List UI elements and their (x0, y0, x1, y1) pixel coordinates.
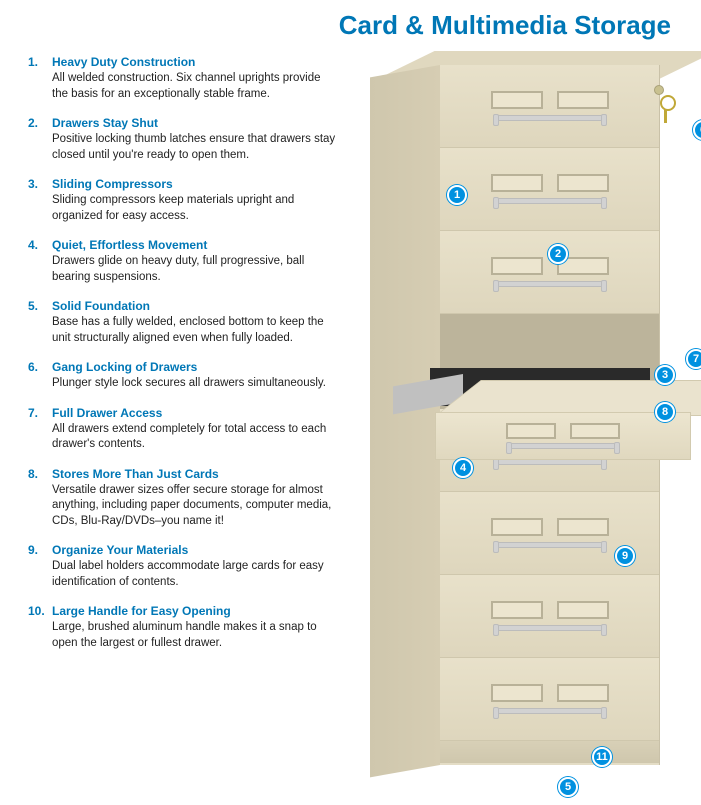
feature-number: 9. (28, 543, 52, 590)
cabinet: 12345678911 (430, 55, 660, 785)
callout-marker-1: 1 (447, 185, 467, 205)
label-holder (506, 423, 556, 439)
feature-item: 7.Full Drawer Access All drawers extend c… (28, 406, 338, 453)
feature-title: Solid Foundation (52, 299, 338, 313)
keys-icon (654, 95, 674, 125)
drawer-closed (440, 575, 659, 658)
callout-marker-6: 6 (693, 120, 701, 140)
label-holder (557, 684, 609, 702)
product-illustration: 12345678911 (360, 45, 680, 795)
feature-item: 2.Drawers Stay Shut Positive locking thum… (28, 116, 338, 163)
feature-number: 8. (28, 467, 52, 530)
feature-title: Gang Locking of Drawers (52, 360, 338, 374)
feature-number: 6. (28, 360, 52, 392)
callout-marker-4: 4 (453, 458, 473, 478)
feature-number: 7. (28, 406, 52, 453)
callout-marker-8: 8 (655, 402, 675, 422)
feature-item: 3.Sliding Compressors Sliding compressors… (28, 177, 338, 224)
feature-description: Plunger style lock secures all drawers s… (52, 376, 338, 392)
feature-title: Heavy Duty Construction (52, 55, 338, 69)
drawer-handle (495, 115, 605, 121)
callout-marker-7: 7 (686, 349, 701, 369)
drawer-handle (495, 708, 605, 714)
feature-title: Organize Your Materials (52, 543, 338, 557)
label-holder (570, 423, 620, 439)
cabinet-side (370, 65, 440, 777)
feature-number: 1. (28, 55, 52, 102)
feature-item: 8.Stores More Than Just Cards Versatile d… (28, 467, 338, 530)
page-title: Card & Multimedia Storage (339, 10, 671, 41)
label-holder (557, 174, 609, 192)
callout-marker-9: 9 (615, 546, 635, 566)
feature-title: Sliding Compressors (52, 177, 338, 191)
feature-description: Base has a fully welded, enclosed bottom… (52, 315, 338, 346)
lock-icon (654, 85, 664, 95)
drawer-closed (440, 231, 659, 314)
feature-title: Drawers Stay Shut (52, 116, 338, 130)
label-holder (491, 518, 543, 536)
drawer-closed (440, 65, 659, 148)
feature-item: 1.Heavy Duty Construction All welded cons… (28, 55, 338, 102)
drawer-handle (508, 443, 618, 449)
feature-title: Full Drawer Access (52, 406, 338, 420)
label-holder (491, 684, 543, 702)
feature-description: All welded construction. Six channel upr… (52, 71, 338, 102)
feature-description: Large, brushed aluminum handle makes it … (52, 620, 338, 651)
callout-marker-2: 2 (548, 244, 568, 264)
drawer-front-open (435, 412, 691, 460)
feature-item: 6.Gang Locking of Drawers Plunger style l… (28, 360, 338, 392)
feature-description: Sliding compressors keep materials uprig… (52, 193, 338, 224)
label-holder (557, 601, 609, 619)
feature-title: Stores More Than Just Cards (52, 467, 338, 481)
label-holder (557, 518, 609, 536)
drawer-handle (495, 198, 605, 204)
feature-number: 10. (28, 604, 52, 651)
drawer-closed (440, 148, 659, 231)
feature-number: 2. (28, 116, 52, 163)
label-holder (557, 91, 609, 109)
feature-number: 4. (28, 238, 52, 285)
drawer-handle (495, 542, 605, 548)
callout-marker-3: 3 (655, 365, 675, 385)
feature-title: Large Handle for Easy Opening (52, 604, 338, 618)
feature-item: 9.Organize Your Materials Dual label hold… (28, 543, 338, 590)
callout-marker-5: 5 (558, 777, 578, 797)
cabinet-base (440, 741, 659, 763)
feature-description: Dual label holders accommodate large car… (52, 559, 338, 590)
feature-description: Versatile drawer sizes offer secure stor… (52, 483, 338, 530)
label-holder (491, 257, 543, 275)
feature-description: Positive locking thumb latches ensure th… (52, 132, 338, 163)
feature-item: 5.Solid Foundation Base has a fully welde… (28, 299, 338, 346)
drawer-handle (495, 281, 605, 287)
feature-title: Quiet, Effortless Movement (52, 238, 338, 252)
label-holder (491, 601, 543, 619)
feature-item: 4.Quiet, Effortless Movement Drawers glid… (28, 238, 338, 285)
callout-marker-11: 11 (592, 747, 612, 767)
feature-description: All drawers extend completely for total … (52, 422, 338, 453)
feature-number: 3. (28, 177, 52, 224)
drawer-closed (440, 658, 659, 741)
feature-description: Drawers glide on heavy duty, full progre… (52, 254, 338, 285)
label-holder (491, 91, 543, 109)
feature-item: 10.Large Handle for Easy Opening Large, b… (28, 604, 338, 651)
feature-number: 5. (28, 299, 52, 346)
drawer-handle (495, 625, 605, 631)
feature-list: 1.Heavy Duty Construction All welded cons… (28, 55, 338, 665)
label-holder (491, 174, 543, 192)
